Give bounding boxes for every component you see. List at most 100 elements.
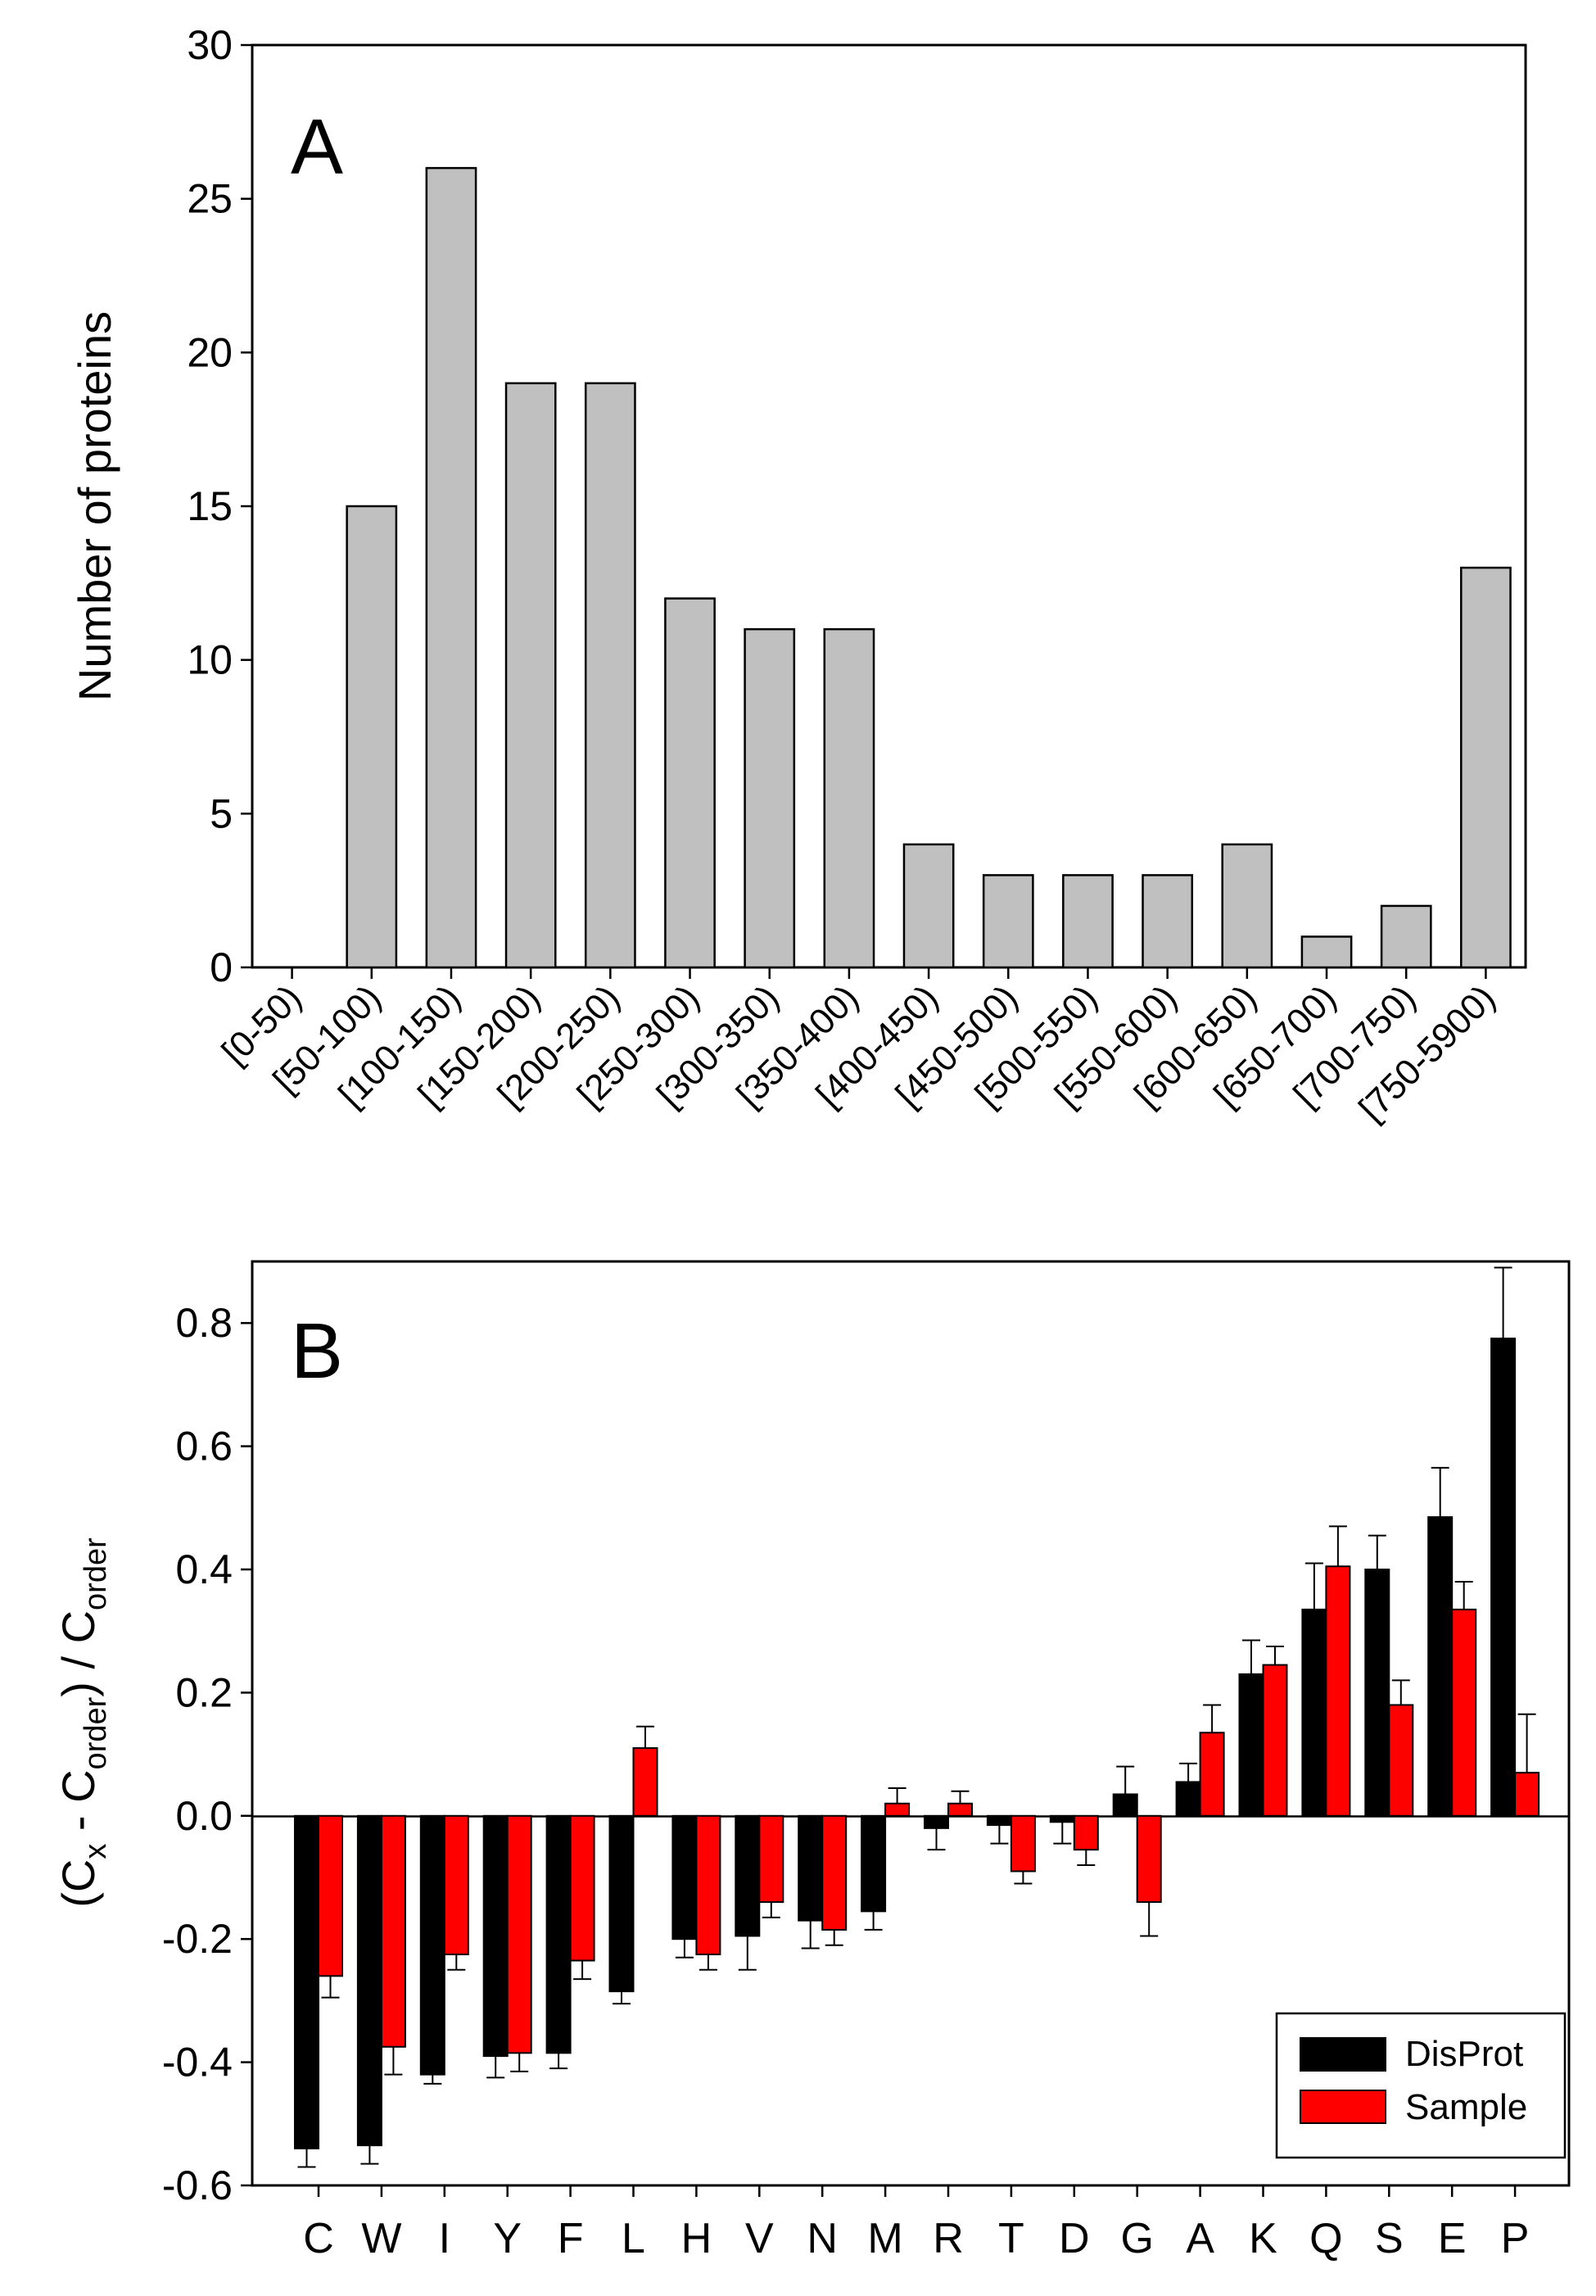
bar-disprot-W: [356, 1814, 382, 2147]
bar-[250-300): [664, 597, 716, 969]
x-tick-label: N: [807, 2215, 838, 2262]
panel-a-histogram: 0 5 10 15 20 25 30 [0-50)[50-100)[100-150)[150…: [69, 22, 1527, 1130]
y-tick-label: 30: [187, 22, 233, 68]
panel-a-y-axis: 0 5 10 15 20 25 30: [187, 22, 252, 990]
panel-b-plot-frame: [251, 1260, 1571, 2187]
y-tick-label: 0.2: [175, 1669, 233, 1715]
y-tick-label: 0.6: [175, 1424, 233, 1470]
bar-[350-400): [823, 627, 875, 969]
ylabel-sub-x: x: [79, 1844, 113, 1859]
bar-sample-I: [443, 1814, 469, 1956]
bar-sample-Y: [506, 1814, 532, 2054]
bar-disprot-L: [608, 1814, 635, 1993]
bar-sample-R: [947, 1802, 973, 1817]
x-tick-label: E: [1438, 2215, 1467, 2262]
x-tick-label: K: [1249, 2215, 1277, 2262]
legend: DisProt Sample: [1275, 2012, 1567, 2159]
bar-[150-200): [504, 382, 557, 969]
bar-sample-H: [695, 1814, 721, 1956]
panel-a-bars: [346, 166, 1512, 969]
bar-disprot-S: [1364, 1569, 1390, 1817]
y-tick-label: 0: [210, 944, 233, 990]
x-tick-label: C: [303, 2215, 334, 2262]
x-tick-label: D: [1059, 2215, 1090, 2262]
bar-disprot-K: [1238, 1673, 1264, 1817]
x-tick-label: L: [622, 2215, 645, 2262]
bar-[200-250): [584, 382, 636, 969]
x-tick-label: W: [361, 2215, 401, 2262]
bar-sample-Q: [1325, 1565, 1351, 1817]
bar-disprot-D: [1049, 1814, 1075, 1823]
legend-label-disprot: DisProt: [1405, 2034, 1523, 2074]
bar-sample-E: [1451, 1608, 1477, 1817]
x-tick-label: P: [1501, 2215, 1530, 2262]
bar-disprot-C: [294, 1814, 319, 2149]
bar-[600-650): [1221, 843, 1273, 969]
bar-sample-A: [1199, 1732, 1225, 1817]
panel-b-y-axis: -0.6 -0.4 -0.2 0.0 0.2 0.4 0.6 0.8: [162, 1300, 252, 2208]
panel-b-bars: [294, 1266, 1540, 2168]
bar-disprot-A: [1175, 1781, 1201, 1817]
y-tick-label: 20: [187, 329, 233, 375]
bar-[550-600): [1142, 874, 1194, 969]
bar-disprot-M: [861, 1814, 887, 1913]
panel-a-x-axis: [0-50)[50-100)[100-150)[150-200)[200-250…: [215, 967, 1503, 1130]
y-tick-label: 0.0: [175, 1793, 233, 1839]
x-tick-label: G: [1120, 2215, 1153, 2262]
bar-disprot-I: [419, 1814, 445, 2076]
ylabel-mid: - C: [52, 1769, 104, 1843]
x-tick-label: V: [745, 2215, 774, 2262]
bar-[50-100): [346, 505, 398, 969]
bar-[300-350): [744, 627, 796, 969]
x-tick-label: Q: [1309, 2215, 1342, 2262]
bar-disprot-Q: [1301, 1608, 1327, 1817]
bar-sample-V: [758, 1814, 784, 1904]
x-tick-label: I: [439, 2215, 450, 2262]
x-tick-label: Y: [493, 2215, 522, 2262]
panel-b-y-axis-title: (Cx - Corder) / Corder: [52, 1537, 113, 1908]
bar-sample-F: [569, 1814, 595, 1962]
x-tick-label: S: [1375, 2215, 1404, 2262]
x-tick-label: A: [1186, 2215, 1214, 2262]
bar-disprot-T: [986, 1814, 1012, 1827]
bar-disprot-F: [545, 1814, 572, 2054]
bar-sample-T: [1010, 1814, 1036, 1873]
bar-[700-750): [1380, 904, 1432, 969]
y-tick-label: 10: [187, 637, 233, 683]
bar-disprot-N: [798, 1814, 824, 1922]
panel-b-label: B: [291, 1307, 343, 1395]
bar-[750-5900): [1460, 566, 1512, 969]
bar-sample-P: [1514, 1772, 1540, 1817]
y-tick-label: -0.4: [162, 2040, 233, 2085]
bar-sample-G: [1136, 1814, 1162, 1904]
panel-a-y-axis-title: Number of proteins: [69, 311, 120, 701]
ylabel-sub-order: order: [79, 1696, 113, 1769]
legend-label-sample: Sample: [1405, 2087, 1527, 2127]
x-tick-label: H: [681, 2215, 712, 2262]
y-tick-label: 5: [210, 790, 233, 836]
x-tick-label: F: [558, 2215, 584, 2262]
bar-sample-N: [821, 1814, 848, 1931]
y-tick-label: -0.2: [162, 1916, 233, 1962]
bar-disprot-E: [1427, 1516, 1454, 1817]
bar-[100-150): [425, 166, 477, 969]
y-tick-label: 25: [187, 176, 233, 222]
y-tick-label: -0.6: [162, 2162, 233, 2208]
bar-sample-D: [1073, 1814, 1099, 1851]
bar-[650-700): [1300, 935, 1353, 969]
y-tick-label: 0.8: [175, 1300, 233, 1346]
ylabel-sub-order-2: order: [79, 1537, 113, 1610]
panel-a-label: A: [291, 103, 343, 191]
bar-disprot-R: [924, 1814, 949, 1829]
legend-swatch-sample: [1300, 2090, 1386, 2124]
bar-sample-M: [884, 1802, 911, 1817]
bar-disprot-V: [735, 1814, 761, 1937]
bar-disprot-G: [1112, 1793, 1138, 1817]
ylabel-open: (C: [52, 1859, 104, 1908]
y-tick-label: 15: [187, 483, 233, 529]
bar-disprot-H: [671, 1814, 698, 1941]
x-tick-label: R: [933, 2215, 964, 2262]
